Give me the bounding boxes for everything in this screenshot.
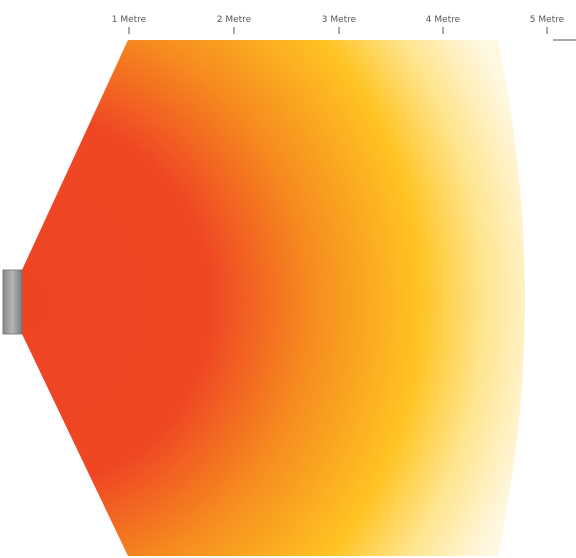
scale-tick-3: 3 Metre <box>322 15 357 34</box>
scale-tick-1: 1 Metre <box>112 15 147 34</box>
scale-tick-label-2: 2 Metre <box>217 15 252 25</box>
scale-tick-label-4: 4 Metre <box>426 15 461 25</box>
distance-scale: 1 Metre 2 Metre 3 Metre 4 Metre 5 Metre <box>112 15 576 41</box>
heater-unit-icon <box>2 269 23 335</box>
scale-tick-5: 5 Metre <box>530 15 576 41</box>
scale-tick-label-5: 5 Metre <box>530 15 565 25</box>
scale-tick-2: 2 Metre <box>217 15 252 34</box>
scale-tick-label-1: 1 Metre <box>112 15 147 25</box>
scale-tick-label-3: 3 Metre <box>322 15 357 25</box>
scale-tick-4: 4 Metre <box>426 15 461 34</box>
heat-coverage-area <box>22 40 525 556</box>
